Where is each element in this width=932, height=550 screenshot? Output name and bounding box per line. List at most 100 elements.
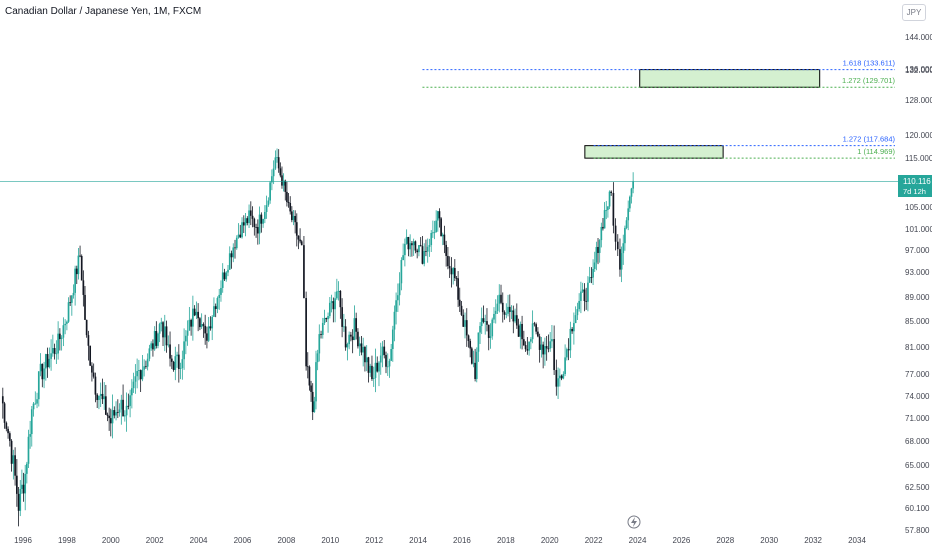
candle-body xyxy=(258,214,261,234)
time-axis[interactable]: 1996 1998 2000 2002 2004 2006 2008 2010 2012 2014… xyxy=(14,536,866,545)
y-tick-label: 85.000 xyxy=(905,317,930,326)
candle-body xyxy=(62,325,65,338)
candle-body xyxy=(183,341,185,360)
candle-body xyxy=(438,211,441,219)
candle-body xyxy=(535,324,537,332)
candle-body xyxy=(75,268,78,275)
candle-body xyxy=(21,484,23,489)
candle-body xyxy=(357,331,359,347)
candle-body xyxy=(232,247,235,258)
x-tick-label: 1998 xyxy=(58,536,76,545)
candle-body xyxy=(170,358,173,362)
candle-body xyxy=(46,354,49,368)
candle-body xyxy=(310,385,312,392)
candle-body xyxy=(467,335,470,341)
candle-body xyxy=(453,268,456,279)
candle-body xyxy=(470,348,473,364)
target-zone[interactable] xyxy=(584,145,724,159)
candle-body xyxy=(416,250,419,253)
candle-body xyxy=(545,346,548,349)
candle-body xyxy=(5,422,8,429)
candle-body xyxy=(364,346,366,363)
candle-body xyxy=(10,440,13,464)
candle-body xyxy=(274,157,277,169)
currency-selector[interactable]: JPY xyxy=(902,4,926,21)
candle-body xyxy=(127,405,130,407)
candle-body xyxy=(508,306,511,312)
candle-body xyxy=(113,410,116,416)
candle-body xyxy=(163,326,166,338)
lightning-icon[interactable] xyxy=(627,515,641,529)
candle-body xyxy=(221,272,224,288)
candle-body xyxy=(305,298,307,367)
candle-body xyxy=(264,211,266,219)
candle-body xyxy=(70,295,73,303)
candle-body xyxy=(344,326,347,348)
candle-body xyxy=(190,319,192,327)
candle-body xyxy=(195,311,198,316)
candle-body xyxy=(204,325,207,334)
candle-body xyxy=(580,291,582,301)
target-zone[interactable] xyxy=(639,69,821,88)
candle-body xyxy=(150,343,153,349)
candle-body xyxy=(598,240,601,253)
candle-body xyxy=(94,376,97,395)
candle-body xyxy=(612,192,615,226)
candle-body xyxy=(179,368,182,369)
candle-body xyxy=(19,488,22,511)
x-tick-label: 2020 xyxy=(541,536,559,545)
candle-body xyxy=(59,333,61,340)
candle-body xyxy=(533,323,536,325)
candle-body xyxy=(67,302,70,322)
candle-body xyxy=(125,405,128,416)
candle-body xyxy=(57,333,59,354)
candle-body xyxy=(16,475,18,494)
candle-body xyxy=(398,283,401,296)
candle-body xyxy=(141,369,144,380)
candle-body xyxy=(323,317,326,323)
fibonacci-levels: 1.618 (133.611) 1.272 (129.701) 1.272 (117… xyxy=(422,59,895,159)
candle-body xyxy=(440,218,442,237)
fib-level-label: 1.272 (117.684) xyxy=(843,135,896,144)
candle-body xyxy=(510,310,513,312)
candle-body xyxy=(610,191,613,193)
candle-body xyxy=(412,241,415,246)
candle-body xyxy=(64,323,66,326)
x-tick-label: 2034 xyxy=(848,536,866,545)
candle-body xyxy=(206,333,208,341)
candle-body xyxy=(284,180,287,192)
candle-body xyxy=(37,371,40,400)
x-tick-label: 2002 xyxy=(146,536,164,545)
candle-body xyxy=(132,381,135,389)
candle-body xyxy=(443,234,446,245)
candle-body xyxy=(430,232,433,246)
candle-body xyxy=(105,396,107,415)
candle-body xyxy=(188,319,191,331)
candle-body xyxy=(493,313,495,320)
candle-body xyxy=(279,168,282,176)
candle-body xyxy=(242,222,245,226)
candle-body xyxy=(553,339,555,371)
candle-body xyxy=(432,232,434,234)
candle-body xyxy=(84,294,86,320)
candle-body xyxy=(138,370,140,371)
candle-body xyxy=(353,318,356,341)
candle-body xyxy=(371,365,373,380)
candle-body xyxy=(136,370,138,377)
candle-body xyxy=(547,348,550,350)
candle-body xyxy=(360,343,363,353)
candle-body xyxy=(111,410,114,424)
candle-body xyxy=(108,415,110,419)
candle-body xyxy=(286,191,288,203)
candle-body xyxy=(44,354,47,369)
candle-body xyxy=(91,365,93,373)
candle-body xyxy=(316,353,319,363)
candle-body xyxy=(41,363,44,380)
candle-body xyxy=(418,245,420,253)
candle-body xyxy=(157,333,159,346)
candle-body xyxy=(48,358,51,368)
candle-body xyxy=(564,357,566,374)
candle-body xyxy=(14,455,16,476)
